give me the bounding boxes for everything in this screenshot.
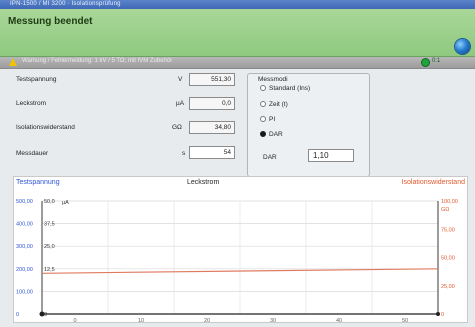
chart-left-title: Testspannung [16,179,60,186]
dar-label: DAR [263,154,277,161]
mode-time-label: Zeit (t) [269,101,288,108]
tick-label-gohm: 0 [441,312,444,318]
unit-testspannung: V [178,76,183,83]
status-header: Messung beendet [0,9,475,57]
value-isolationswiderstand: 34,80 [189,121,235,134]
tick-label-x: 40 [336,318,342,324]
unit-isolationswiderstand: GΩ [172,124,182,131]
unit-messdauer: s [182,150,186,157]
label-leckstrom: Leckstrom [16,100,46,107]
tick-label-v: 100,00 [16,289,33,295]
title-bar: IPN-1500 / MI 3200 · Isolationsprüfung [0,0,475,9]
radio-icon [260,101,266,108]
radio-icon [260,85,266,92]
tick-label-v: 500,00 [16,199,33,205]
mode-dar-label: DAR [269,131,283,138]
mode-time-radio[interactable]: Zeit (t) [260,101,288,108]
tick-label-v: 400,00 [16,222,33,228]
globe-icon[interactable] [455,39,470,54]
chart-right-title: Isolationswiderstand [401,179,465,186]
value-testspannung: 551,30 [189,73,235,86]
warning-text: Warnung / Fehlermeldung: 1 kV / 5 TΩ; mi… [22,58,173,64]
tick-label-ua: 0 [44,312,47,318]
tick-label-ua: 25,0 [44,244,55,250]
series-line-isolationswiderstand [41,268,439,274]
chart-plot: 0 100,00 200,00 300,00 400,00 500,00 0 12,5 25,0… [16,199,458,324]
page-title: Messung beendet [8,16,93,27]
measurement-chart: Testspannung Leckstrom Isolationswiderst… [13,176,468,324]
label-isolationswiderstand: Isolationswiderstand [16,124,75,131]
mode-pi-label: PI [269,116,276,123]
origin-marker [39,311,45,317]
modes-caption: Messmodi [258,76,288,83]
tick-label-x: 20 [204,318,210,324]
mode-pi-radio[interactable]: PI [260,116,275,123]
label-testspannung: Testspannung [16,76,57,83]
radio-icon [260,116,266,123]
value-messdauer[interactable]: 54 [189,146,235,159]
tick-label-gohm: 25,00 [441,284,455,290]
end-marker [436,312,440,316]
tick-label-gohm: 100,00 [441,199,458,205]
tick-label-x: 30 [270,318,276,324]
chart-title: Leckstrom [187,179,220,186]
tick-label-x: 10 [138,318,144,324]
label-messdauer: Messdauer [16,150,49,157]
measurement-modes-group: Messmodi Standard (Ins) Zeit (t) PI DAR … [247,73,370,177]
tick-label-v: 300,00 [16,244,33,250]
mode-standard-label: Standard (Ins) [269,85,311,92]
dar-value[interactable]: 1,10 [308,149,354,162]
tick-label-v: 0 [16,312,19,318]
warning-bar: Warnung / Fehlermeldung: 1 kV / 5 TΩ; mi… [0,57,475,69]
value-leckstrom: 0,0 [189,97,235,110]
tick-label-v: 200,00 [16,267,33,273]
mode-standard-radio[interactable]: Standard (Ins) [260,85,310,92]
tick-label-ua: 50,0 [44,199,55,205]
tick-label-x: 0 [73,318,76,324]
unit-leckstrom: µA [176,100,185,107]
tick-label-x: 50 [402,318,408,324]
axis-unit-ua: µA [62,200,69,206]
tick-label-ua: 12,5 [44,267,55,273]
status-value: 0:1 [432,58,441,64]
tick-label-gohm: 75,00 [441,227,455,233]
mode-dar-radio[interactable]: DAR [260,131,283,138]
axis-unit-gohm: GΩ [441,207,449,213]
radio-selected-icon [260,131,266,138]
warning-icon [9,58,17,66]
tick-label-gohm: 50,00 [441,256,455,262]
status-led-icon [422,59,429,66]
tick-label-ua: 37,5 [44,222,55,228]
window-title: IPN-1500 / MI 3200 · Isolationsprüfung [10,1,121,7]
